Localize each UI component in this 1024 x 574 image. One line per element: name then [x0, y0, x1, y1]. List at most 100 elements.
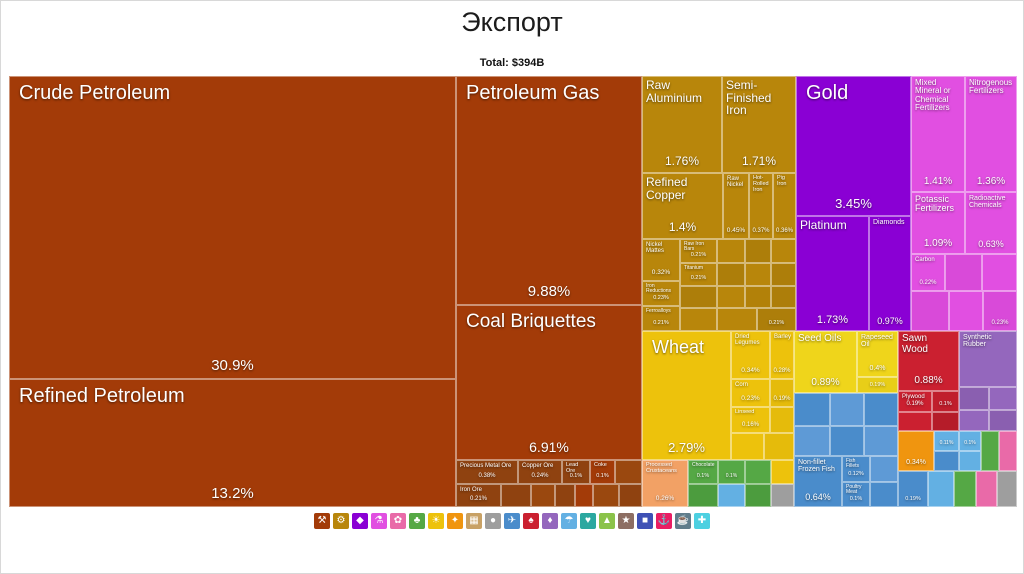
treemap-cell[interactable] [531, 484, 555, 507]
cell-non-fillet-frozen-fish[interactable]: Non-fillet Frozen Fish 0.64% [794, 456, 842, 507]
cell-refined-petroleum[interactable]: Refined Petroleum 13.2% [9, 379, 456, 507]
cell-barley[interactable]: Barley 0.28% [770, 331, 794, 379]
treemap-cell[interactable] [575, 484, 593, 507]
legend-icon[interactable]: ◆ [352, 513, 368, 529]
legend-icon[interactable]: ♣ [409, 513, 425, 529]
treemap-cell[interactable] [771, 263, 796, 286]
treemap-cell[interactable] [731, 433, 764, 460]
treemap-cell[interactable] [501, 484, 531, 507]
cell-precious-metal-ore[interactable]: Precious Metal Ore 0.38% [456, 460, 518, 484]
cell-raw-iron-bars[interactable]: Raw Iron Bars 0.21% [680, 239, 717, 263]
treemap-cell[interactable] [794, 426, 830, 456]
legend-icon[interactable]: ✚ [694, 513, 710, 529]
cell-nitrogenous-fertilizers[interactable]: Nitrogenous Fertilizers 1.36% [965, 76, 1017, 192]
treemap-cell[interactable] [981, 431, 999, 471]
cell-diamonds[interactable]: Diamonds 0.97% [869, 216, 911, 331]
cell-hot-rolled-iron[interactable]: Hot-Rolled Iron 0.37% [749, 173, 773, 239]
cell-lead-ore[interactable]: Lead Ore 0.1% [562, 460, 590, 484]
treemap-cell[interactable] [928, 471, 954, 507]
treemap-cell[interactable] [717, 263, 745, 286]
treemap-cell[interactable] [898, 412, 932, 431]
cell-wheat[interactable]: Wheat 2.79% [642, 331, 731, 460]
treemap-cell[interactable] [870, 456, 898, 482]
treemap-cell[interactable] [745, 263, 771, 286]
legend-icon[interactable]: ⚓ [656, 513, 672, 529]
treemap-cell[interactable] [745, 239, 771, 263]
treemap-cell[interactable] [982, 254, 1017, 291]
treemap-cell[interactable] [976, 471, 997, 507]
treemap-cell[interactable] [717, 239, 745, 263]
cell-chocolate[interactable]: Chocolate 0.1% [688, 460, 718, 484]
cell-rapeseed-oil[interactable]: Rapeseed Oil 0.4% [857, 331, 898, 377]
legend-icon[interactable]: ♦ [542, 513, 558, 529]
cell-ferroalloys[interactable]: Ferroalloys 0.21% [642, 306, 680, 331]
treemap-cell[interactable] [830, 393, 864, 426]
treemap-cell[interactable] [771, 239, 796, 263]
cell-platinum[interactable]: Platinum 1.73% [796, 216, 869, 331]
treemap-cell[interactable] [718, 484, 745, 507]
treemap-cell[interactable] [954, 471, 976, 507]
cell-iron-reductions[interactable]: Iron Reductions 0.23% [642, 281, 680, 306]
treemap-cell[interactable] [830, 426, 864, 456]
cell-synthetic-rubber[interactable]: Synthetic Rubber [959, 331, 1017, 387]
cell-raw-nickel[interactable]: Raw Nickel 0.45% [723, 173, 749, 239]
legend-icon[interactable]: ■ [637, 513, 653, 529]
treemap-cell[interactable]: 0.19% [898, 471, 928, 507]
treemap-cell[interactable]: 0.19% [857, 377, 898, 393]
treemap-cell[interactable]: 0.23% [983, 291, 1017, 331]
treemap-cell[interactable]: 0.19% [770, 379, 794, 407]
treemap-cell[interactable] [959, 410, 989, 431]
treemap-cell[interactable] [680, 286, 717, 308]
cell-carbon[interactable]: Carbon 0.22% [911, 254, 945, 291]
treemap-cell[interactable] [949, 291, 983, 331]
treemap-cell[interactable] [959, 451, 981, 471]
treemap-cell[interactable] [989, 410, 1017, 431]
cell-petroleum-gas[interactable]: Petroleum Gas 9.88% [456, 76, 642, 305]
treemap-cell[interactable]: 0.34% [898, 431, 934, 471]
cell-mixed-mineral-or-chemical-fertilizers[interactable]: Mixed Mineral or Chemical Fertilizers 1.4… [911, 76, 965, 192]
legend-icon[interactable]: ♥ [580, 513, 596, 529]
treemap-cell[interactable] [619, 484, 642, 507]
cell-corn[interactable]: Corn 0.23% [731, 379, 770, 407]
treemap-cell[interactable]: 0.1% [932, 391, 959, 412]
treemap-cell[interactable] [864, 426, 898, 456]
treemap-cell[interactable] [770, 407, 794, 433]
treemap-cell[interactable]: 0.11% [934, 431, 959, 451]
treemap-cell[interactable] [717, 286, 745, 308]
treemap-cell[interactable] [864, 393, 898, 426]
cell-raw-aluminium[interactable]: Raw Aluminium 1.76% [642, 76, 722, 173]
legend-icon[interactable]: ✈ [504, 513, 520, 529]
treemap-cell[interactable] [717, 308, 757, 331]
treemap-cell[interactable] [593, 484, 619, 507]
treemap-cell[interactable]: 0.1% [718, 460, 745, 484]
cell-gold[interactable]: Gold 3.45% [796, 76, 911, 216]
treemap-cell[interactable] [989, 387, 1017, 410]
treemap-cell[interactable] [945, 254, 982, 291]
legend-icon[interactable]: ⚒ [314, 513, 330, 529]
legend-icon[interactable]: ▦ [466, 513, 482, 529]
cell-copper-ore[interactable]: Copper Ore 0.24% [518, 460, 562, 484]
legend-icon[interactable]: ★ [618, 513, 634, 529]
treemap-cell[interactable]: 0.1% [959, 431, 981, 451]
treemap-cell[interactable] [745, 484, 771, 507]
treemap-cell[interactable]: 0.21% [757, 308, 796, 331]
legend-icon[interactable]: ☕ [675, 513, 691, 529]
cell-titanium[interactable]: Titanium 0.21% [680, 263, 717, 286]
legend-icon[interactable]: ⚙ [333, 513, 349, 529]
cell-coke[interactable]: Coke 0.1% [590, 460, 615, 484]
cell-potassic-fertilizers[interactable]: Potassic Fertilizers 1.09% [911, 192, 965, 254]
cell-crude-petroleum[interactable]: Crude Petroleum 30.9% [9, 76, 456, 379]
cell-nickel-mattes[interactable]: Nickel Mattes 0.32% [642, 239, 680, 281]
legend-icon[interactable]: ✦ [447, 513, 463, 529]
cell-plywood[interactable]: Plywood 0.19% [898, 391, 932, 412]
treemap-cell[interactable] [934, 451, 959, 471]
cell-dried-legumes[interactable]: Dried Legumes 0.34% [731, 331, 770, 379]
treemap-cell[interactable] [997, 471, 1017, 507]
cell-linseed[interactable]: Linseed 0.16% [731, 407, 770, 433]
treemap-cell[interactable] [688, 484, 718, 507]
cell-sawn-wood[interactable]: Sawn Wood 0.88% [898, 331, 959, 391]
treemap-cell[interactable] [794, 393, 830, 426]
legend-icon[interactable]: ☀ [428, 513, 444, 529]
treemap-cell[interactable] [932, 412, 959, 431]
treemap-cell[interactable] [999, 431, 1017, 471]
